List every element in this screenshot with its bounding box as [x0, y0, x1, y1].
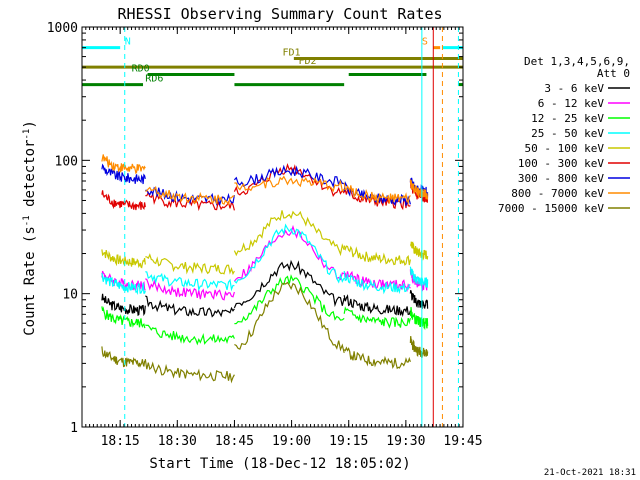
legend-label: 50 - 100 keV: [525, 142, 605, 155]
series-line-2: [101, 274, 429, 346]
flag-label: S: [422, 37, 428, 48]
x-tick-label: 19:00: [272, 434, 311, 449]
y-label-sup1: -1: [22, 215, 32, 226]
flag-label: N: [125, 37, 131, 48]
x-tick-label: 19:30: [386, 434, 425, 449]
x-axis-label: Start Time (18-Dec-12 18:05:02): [149, 456, 410, 472]
series-line-1: [101, 224, 429, 301]
legend: Det 1,3,4,5,6,9,Att 0 3 - 6 keV 6 - 12 keV…: [498, 55, 630, 215]
legend-label: 7000 - 15000 keV: [498, 202, 604, 215]
axes-layer: 18:15 18:30 18:45 19:00 19:15 19:30 19:45 1 10 10…: [47, 21, 483, 449]
legend-label: 100 - 300 keV: [518, 157, 604, 170]
legend-label: 6 - 12 keV: [538, 97, 605, 110]
legend-label: 800 - 7000 keV: [511, 187, 604, 200]
footer-date: 21-Oct-2021 18:31: [544, 468, 636, 478]
legend-label: 3 - 6 keV: [544, 82, 604, 95]
x-tick-label: 19:15: [329, 434, 368, 449]
x-tick-label: 18:15: [101, 434, 140, 449]
series-line-6: [101, 163, 429, 207]
legend-label: 25 - 50 keV: [531, 127, 604, 140]
y-label-end: ): [22, 120, 38, 128]
series-line-8: [101, 281, 429, 384]
y-label-main: Count Rate (s: [22, 226, 38, 336]
legend-header: Att 0: [597, 67, 630, 80]
flag-label: RD0: [132, 64, 150, 75]
chart-title: RHESSI Observing Summary Count Rates: [117, 5, 442, 23]
flag-label: RD6: [145, 74, 163, 85]
series-layer: [101, 154, 429, 384]
y-label-mid: detector: [22, 140, 38, 216]
y-tick-label: 10: [62, 288, 78, 303]
x-tick-label: 18:45: [215, 434, 254, 449]
series-line-4: [101, 210, 429, 276]
series-line-7: [101, 154, 429, 206]
legend-label: 300 - 800 keV: [518, 172, 604, 185]
y-tick-label: 1000: [47, 21, 78, 36]
legend-label: 12 - 25 keV: [531, 112, 604, 125]
y-label-sup2: -1: [22, 129, 32, 140]
x-tick-label: 18:30: [158, 434, 197, 449]
y-tick-label: 100: [55, 154, 78, 169]
series-line-3: [101, 223, 429, 296]
series-line-0: [101, 259, 429, 318]
legend-header: Det 1,3,4,5,6,9,: [524, 55, 630, 68]
flag-label: FD1: [282, 48, 300, 59]
y-tick-label: 1: [70, 421, 78, 436]
y-axis-label: Count Rate (s-1 detector-1): [22, 120, 38, 336]
x-tick-label: 19:45: [443, 434, 482, 449]
flag-label: FD2: [298, 56, 316, 67]
